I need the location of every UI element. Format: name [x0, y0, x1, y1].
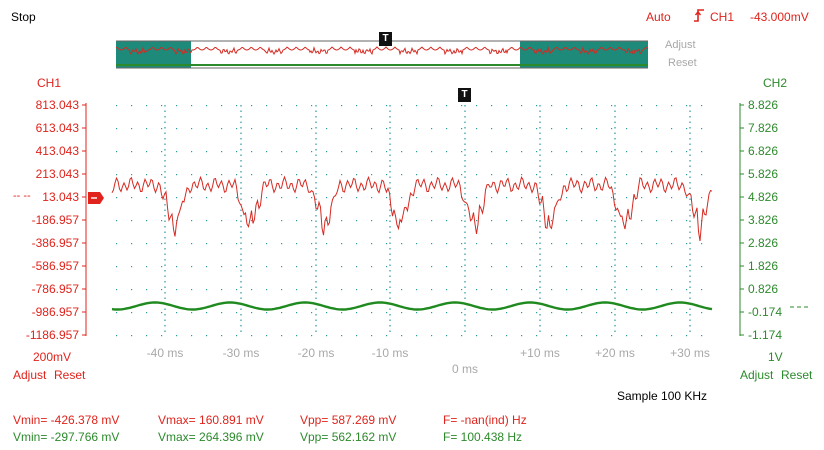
- time-tick: 0 ms: [451, 362, 479, 376]
- ch2-tick: 2.826: [748, 236, 779, 250]
- ch2-vpp: Vpp= 562.162 mV: [300, 430, 397, 444]
- ch2-trace: [111, 301, 713, 311]
- sample-rate-label: Sample 100 KHz: [617, 389, 708, 403]
- overview-waveform: [115, 40, 649, 69]
- overview-adjust-button[interactable]: Adjust: [665, 39, 696, 51]
- ch1-tick: 413.043: [35, 144, 79, 158]
- ch1-vmax: Vmax= 160.891 mV: [158, 413, 264, 427]
- trigger-mode-label[interactable]: Auto: [646, 10, 671, 24]
- ch2-tick: 6.826: [748, 144, 779, 158]
- time-tick: -10 ms: [371, 346, 409, 360]
- plot-trigger-marker[interactable]: T: [458, 88, 471, 102]
- ch1-label: CH1: [37, 76, 62, 90]
- overview-trigger-marker[interactable]: T: [379, 32, 392, 46]
- ch1-tick: 813.043: [35, 98, 79, 112]
- ch2-tick: -0.174: [748, 305, 783, 319]
- ch2-adjust-button[interactable]: Adjust: [740, 368, 774, 382]
- trigger-edge-icon[interactable]: [692, 7, 706, 26]
- ch2-tick: 7.826: [748, 121, 779, 135]
- ch1-reset-button[interactable]: Reset: [54, 368, 86, 382]
- ch2-frequency: F= 100.438 Hz: [443, 430, 523, 444]
- ch1-adjust-button[interactable]: Adjust: [13, 368, 47, 382]
- ch1-trace: [111, 175, 713, 242]
- time-tick: -30 ms: [222, 346, 260, 360]
- ch2-label: CH2: [763, 76, 788, 90]
- ch2-scale-label[interactable]: 1V: [768, 350, 783, 364]
- ch2-vmin: Vmin= -297.766 mV: [13, 430, 120, 444]
- ch1-scale-label[interactable]: 200mV: [33, 350, 72, 364]
- ch1-tick: -586.957: [31, 259, 79, 273]
- ch1-tick: 613.043: [35, 121, 79, 135]
- time-tick: -40 ms: [146, 346, 184, 360]
- ch1-tick: 213.043: [35, 167, 79, 181]
- ch2-tick: 3.826: [748, 213, 779, 227]
- ch1-frequency: F= -nan(ind) Hz: [443, 413, 527, 427]
- ch1-zero-marker: -- --: [13, 190, 31, 202]
- ch2-tick: 4.826: [748, 190, 779, 204]
- time-tick: +20 ms: [595, 346, 635, 360]
- ch2-tick: 8.826: [748, 98, 779, 112]
- trigger-channel-label[interactable]: CH1: [710, 10, 735, 24]
- trigger-level-label[interactable]: -43.000mV: [750, 10, 809, 24]
- ch2-vmax: Vmax= 264.396 mV: [158, 430, 264, 444]
- ch2-tick: -1.174: [748, 328, 783, 342]
- overview-reset-button[interactable]: Reset: [668, 57, 697, 69]
- ch1-tick: -186.957: [31, 213, 79, 227]
- ch1-tick: -386.957: [31, 236, 79, 250]
- ch1-offset-marker: [88, 192, 104, 204]
- ch1-vmin: Vmin= -426.378 mV: [13, 413, 120, 427]
- time-tick: -20 ms: [297, 346, 335, 360]
- ch1-tick: -1186.957: [25, 328, 79, 342]
- ch2-tick: 5.826: [748, 167, 779, 181]
- run-state-label[interactable]: Stop: [11, 10, 36, 24]
- ch1-tick: -986.957: [31, 305, 79, 319]
- ch2-reset-button[interactable]: Reset: [781, 368, 813, 382]
- time-tick: +10 ms: [520, 346, 560, 360]
- ch2-tick: 1.826: [748, 259, 779, 273]
- ch1-tick: -786.957: [31, 282, 79, 296]
- ch1-vpp: Vpp= 587.269 mV: [300, 413, 397, 427]
- time-tick: +30 ms: [670, 346, 710, 360]
- ch1-tick: 13.043: [42, 190, 79, 204]
- ch2-tick: 0.826: [748, 282, 779, 296]
